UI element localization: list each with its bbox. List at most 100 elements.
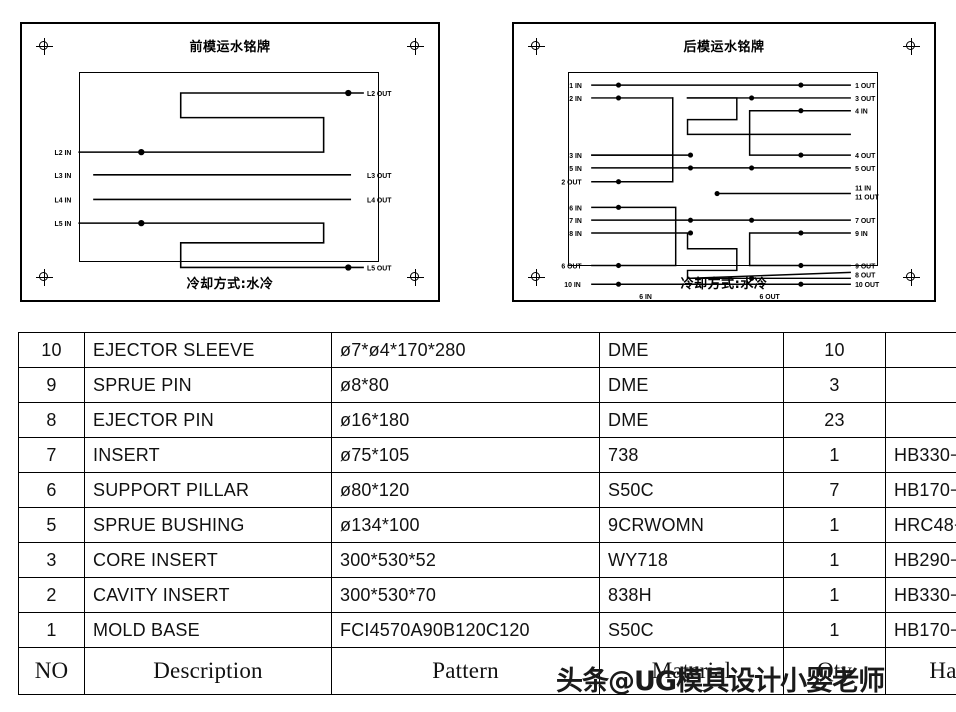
- port-label-6-in: 6 IN: [569, 205, 582, 212]
- cell-qty: 3: [783, 367, 886, 403]
- port-label-bottom-6-out: 6 OUT: [759, 294, 780, 301]
- cell-qty: 1: [783, 542, 886, 578]
- cell-material: S50C: [599, 472, 784, 508]
- cell-description: MOLD BASE: [84, 612, 332, 648]
- datum-crosshair-icon: [407, 38, 424, 55]
- port-label-3-in: 3 IN: [569, 153, 582, 160]
- column-header-hardness: Hardness: [885, 647, 956, 695]
- cell-qty: 1: [783, 437, 886, 473]
- cell-no: 3: [18, 542, 85, 578]
- column-header-pattern: Pattern: [331, 647, 600, 695]
- cell-qty: 1: [783, 612, 886, 648]
- table-header-row: NO Description Pattern Material Qty Hard…: [18, 647, 956, 695]
- cell-material: 738: [599, 437, 784, 473]
- port-label-5-in: 5 IN: [569, 166, 582, 173]
- port-label-2-out: 2 OUT: [561, 180, 582, 187]
- datum-crosshair-icon: [528, 38, 545, 55]
- port-label-1-in: 1 IN: [569, 83, 582, 90]
- port-label-l4-in: L4 IN: [55, 197, 72, 204]
- front-mold-plate-title: 前模运水铭牌: [189, 40, 271, 55]
- cell-hardness: HB330−390: [885, 437, 956, 473]
- cell-description: SPRUE PIN: [84, 367, 332, 403]
- cell-no: 6: [18, 472, 85, 508]
- cell-material: 838H: [599, 577, 784, 613]
- table-row: 6 SUPPORT PILLAR ø80*120 S50C 7 HB170−22…: [18, 472, 956, 508]
- cell-qty: 23: [783, 402, 886, 438]
- column-header-no: NO: [18, 647, 85, 695]
- cell-hardness: [885, 367, 956, 403]
- port-label-l5-out: L5 OUT: [367, 265, 392, 272]
- cell-pattern: ø75*105: [331, 437, 600, 473]
- port-node: [138, 219, 145, 227]
- datum-crosshair-icon: [903, 269, 920, 286]
- cell-no: 1: [18, 612, 85, 648]
- cell-pattern: ø8*80: [331, 367, 600, 403]
- cell-description: EJECTOR PIN: [84, 402, 332, 438]
- cell-hardness: HB290−330: [885, 542, 956, 578]
- cell-pattern: ø80*120: [331, 472, 600, 508]
- column-header-description: Description: [84, 647, 332, 695]
- port-label-l4-out: L4 OUT: [367, 197, 392, 204]
- table-row: 9 SPRUE PIN ø8*80 DME 3: [18, 367, 956, 403]
- table-row: 2 CAVITY INSERT 300*530*70 838H 1 HB330−…: [18, 577, 956, 613]
- cell-description: INSERT: [84, 437, 332, 473]
- cell-pattern: 300*530*70: [331, 577, 600, 613]
- cell-material: DME: [599, 367, 784, 403]
- cell-qty: 1: [783, 507, 886, 543]
- rear-mold-circuit-diagram: 1 IN 2 IN 3 IN 5 IN 2 OUT 6 IN 7 IN 8 IN…: [561, 82, 880, 301]
- cell-material: 9CRWOMN: [599, 507, 784, 543]
- front-mold-circuit-box: [79, 72, 379, 262]
- cell-no: 2: [18, 577, 85, 613]
- cell-no: 10: [18, 332, 85, 368]
- table-row: 8 EJECTOR PIN ø16*180 DME 23: [18, 402, 956, 438]
- port-label-9-out: 9 OUT: [855, 263, 876, 270]
- table-row: 7 INSERT ø75*105 738 1 HB330−390: [18, 437, 956, 473]
- parts-table-body: 10 EJECTOR SLEEVE ø7*ø4*170*280 DME 10 9…: [18, 332, 956, 695]
- port-label-1-out: 1 OUT: [855, 83, 876, 90]
- port-label-7-in: 7 IN: [569, 218, 582, 225]
- port-label-10-out: 10 OUT: [855, 282, 880, 289]
- cell-qty: 10: [783, 332, 886, 368]
- cell-material: DME: [599, 402, 784, 438]
- table-row: 10 EJECTOR SLEEVE ø7*ø4*170*280 DME 10: [18, 332, 956, 368]
- port-label-l5-in: L5 IN: [55, 221, 72, 228]
- cell-material: WY718: [599, 542, 784, 578]
- port-label-11-in: 11 IN: [855, 186, 871, 193]
- datum-crosshair-icon: [903, 38, 920, 55]
- cell-hardness: HB170−220: [885, 472, 956, 508]
- rear-mold-circuit-box: [568, 72, 878, 266]
- cell-description: SPRUE BUSHING: [84, 507, 332, 543]
- port-label-8-in: 8 IN: [569, 231, 582, 238]
- front-mold-cooling-method: 冷却方式:水冷: [186, 277, 274, 292]
- datum-crosshair-icon: [528, 269, 545, 286]
- port-label-5-out: 5 OUT: [855, 166, 876, 173]
- rear-mold-plate-title: 后模运水铭牌: [683, 40, 765, 55]
- port-label-9-in: 9 IN: [855, 231, 868, 238]
- table-row: 1 MOLD BASE FCI4570A90B120C120 S50C 1 HB…: [18, 612, 956, 648]
- port-label-l3-out: L3 OUT: [367, 173, 392, 180]
- cell-pattern: FCI4570A90B120C120: [331, 612, 600, 648]
- cell-description: CAVITY INSERT: [84, 577, 332, 613]
- cell-material: DME: [599, 332, 784, 368]
- cell-pattern: 300*530*52: [331, 542, 600, 578]
- cell-hardness: [885, 332, 956, 368]
- datum-crosshair-icon: [36, 38, 53, 55]
- port-label-7-out: 7 OUT: [855, 218, 876, 225]
- cell-hardness: [885, 402, 956, 438]
- cell-hardness: HB170−220: [885, 612, 956, 648]
- port-label-bottom-6-in: 6 IN: [639, 294, 652, 301]
- table-row: 3 CORE INSERT 300*530*52 WY718 1 HB290−3…: [18, 542, 956, 578]
- port-label-8-out: 8 OUT: [855, 272, 876, 279]
- port-label-4-out: 4 OUT: [855, 153, 876, 160]
- parts-bill-of-materials-table: 10 EJECTOR SLEEVE ø7*ø4*170*280 DME 10 9…: [18, 332, 956, 695]
- port-label-l2-in: L2 IN: [55, 150, 72, 157]
- cell-pattern: ø7*ø4*170*280: [331, 332, 600, 368]
- front-mold-nameplate-panel: 前模运水铭牌: [20, 22, 440, 302]
- cell-pattern: ø16*180: [331, 402, 600, 438]
- port-node: [345, 89, 352, 97]
- cell-pattern: ø134*100: [331, 507, 600, 543]
- cell-no: 9: [18, 367, 85, 403]
- port-label-10-in: 10 IN: [564, 282, 580, 289]
- column-header-material: Material: [599, 647, 784, 695]
